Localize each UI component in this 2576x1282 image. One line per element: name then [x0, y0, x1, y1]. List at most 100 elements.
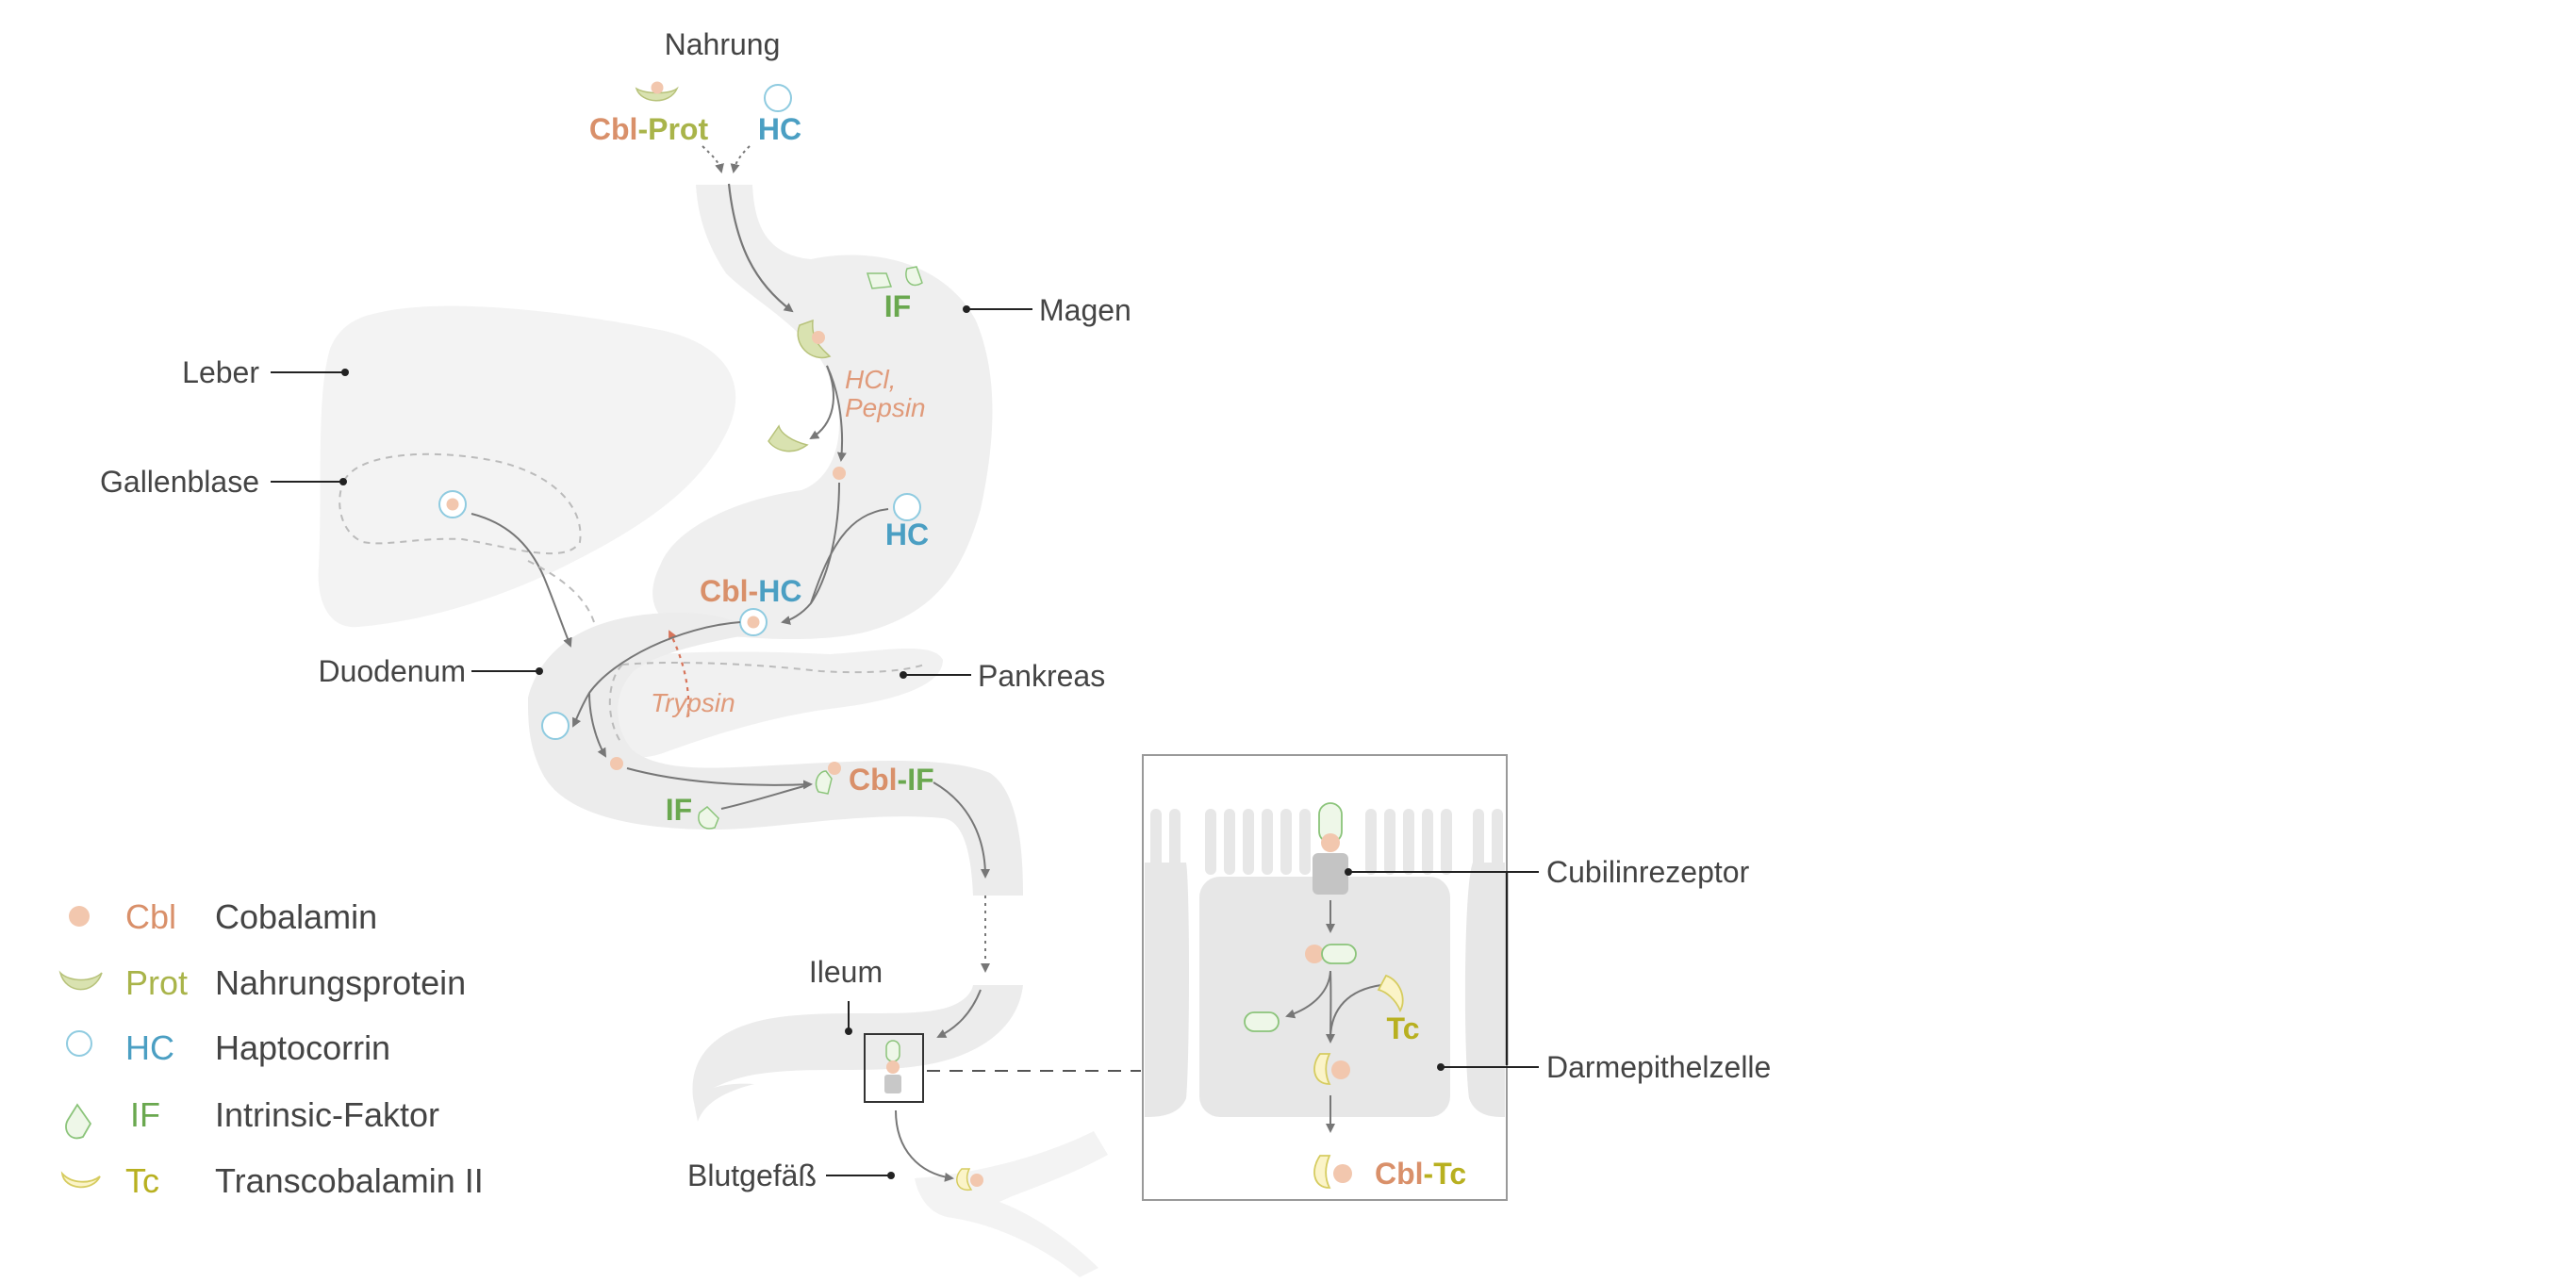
- legend-name: Nahrungsprotein: [215, 963, 466, 1002]
- cbl-tc-blood-icon: [956, 1168, 983, 1192]
- label-hc-top: HC: [758, 112, 801, 146]
- label-cbl-if: Cbl-IF: [849, 763, 934, 797]
- label-nahrung: Nahrung: [665, 27, 781, 61]
- free-cobalamin-icon: [833, 467, 846, 480]
- cbl-tc-cell-icon: [1313, 1053, 1350, 1085]
- legend-item: Cbl Cobalamin: [69, 897, 377, 936]
- arrow-cbl-freed: [588, 692, 607, 758]
- legend-item: Tc Transcobalamin II: [60, 1161, 484, 1200]
- arrow-cbl-to-hc: [781, 482, 840, 625]
- legend-symbol: IF: [130, 1095, 160, 1134]
- label-ileum: Ileum: [809, 955, 883, 989]
- cbl-prot-stomach-icon: [797, 319, 832, 359]
- pancreas-shape: [603, 648, 943, 758]
- legend-symbol: Cbl: [125, 897, 176, 936]
- label-if-stomach: IF: [884, 289, 911, 323]
- label-pankreas: Pankreas: [978, 659, 1105, 693]
- intrinsic-factor-icon: [65, 1103, 92, 1140]
- cbl-hc-gallbladder-icon: [438, 490, 467, 518]
- legend-item: Prot Nahrungsprotein: [58, 963, 466, 1002]
- label-cbl-hc: Cbl-HC: [700, 574, 801, 608]
- pancreatic-duct-outline-2: [608, 664, 623, 746]
- enterocyte-cell: [1199, 877, 1450, 1117]
- arrow-esophagus: [727, 183, 794, 313]
- haptocorrin-circle-icon: [66, 1030, 92, 1057]
- freed-cobalamin-icon: [610, 757, 623, 770]
- blood-vessel-shape: [915, 1131, 1108, 1277]
- free-protein-icon: [768, 424, 809, 452]
- arrow-food-cblprot: [702, 145, 724, 173]
- ileum-shape: [692, 985, 1023, 1098]
- neighbor-cell-left: [1145, 863, 1189, 1117]
- liver-shape: [318, 305, 736, 628]
- label-gallenblase: Gallenblase: [100, 465, 259, 499]
- legend-symbol: Tc: [125, 1161, 159, 1200]
- microvilli: [1150, 809, 1503, 875]
- legend-name: Intrinsic-Faktor: [215, 1095, 439, 1134]
- label-cbl-prot: Cbl-Prot: [589, 112, 709, 146]
- free-if-cell-icon: [1244, 1011, 1280, 1032]
- arrow-cblif-down: [933, 781, 990, 879]
- legend-symbol: HC: [125, 1028, 174, 1067]
- transcobalamin-icon: [60, 1171, 101, 1189]
- label-cbl-tc: Cbl-Tc: [1375, 1157, 1466, 1191]
- pancreatic-duct-outline: [621, 661, 925, 674]
- cbl-tc-released-icon: [1313, 1155, 1352, 1189]
- legend: Cbl Cobalamin Prot Nahrungsprotein HC Ha…: [58, 897, 484, 1200]
- arrow-tc-join: [1329, 984, 1382, 1038]
- label-duodenum: Duodenum: [318, 654, 466, 688]
- arrow-food-hc: [730, 145, 751, 173]
- label-magen: Magen: [1039, 293, 1131, 327]
- label-leber: Leber: [182, 355, 259, 389]
- legend-item: IF Intrinsic-Faktor: [65, 1095, 439, 1140]
- organs: [318, 185, 1108, 1277]
- label-darmepithelzelle: Darmepithelzelle: [1546, 1050, 1771, 1084]
- legend-symbol: Prot: [125, 963, 188, 1002]
- arrow-hc-join: [810, 508, 889, 604]
- arrow-cbl-release: [826, 365, 847, 462]
- legend-name: Transcobalamin II: [215, 1161, 484, 1200]
- cbl-prot-complex-icon: [635, 81, 679, 102]
- arrow-prot-release: [809, 365, 834, 440]
- intestine-shape: [528, 613, 1023, 896]
- legend-name: Haptocorrin: [215, 1028, 390, 1067]
- label-hcl: HCl,: [845, 365, 896, 394]
- arrow-if-join: [720, 783, 812, 810]
- label-cubilinrezeptor: Cubilinrezeptor: [1546, 855, 1750, 889]
- gallbladder-outline: [339, 452, 582, 555]
- cbl-if-internalized-icon: [1305, 944, 1357, 964]
- label-tc-cell: Tc: [1387, 1011, 1420, 1045]
- legend-item: HC Haptocorrin: [66, 1028, 390, 1067]
- intrinsic-factor-duodenum-icon: [698, 806, 719, 830]
- stomach-shape: [652, 185, 993, 640]
- ileum-zoom-box: [864, 1033, 924, 1103]
- cbl-if-complex-icon: [815, 762, 841, 795]
- haptocorrin-duodenum-icon: [541, 712, 570, 740]
- label-blutgefaess: Blutgefäß: [687, 1159, 817, 1192]
- haptocorrin-top-icon: [764, 84, 792, 112]
- intrinsic-factor-stomach-icon: [866, 266, 923, 289]
- label-if-duodenum: IF: [666, 793, 692, 827]
- arrow-to-ileum: [936, 989, 982, 1038]
- tc-cell-icon: [1377, 974, 1404, 1013]
- label-pepsin: Pepsin: [845, 393, 926, 422]
- ileum-lower-loop: [693, 1083, 754, 1122]
- enterocyte-zoom-panel: Tc Cbl-Tc: [1142, 754, 1508, 1201]
- arrow-cbl-to-if: [626, 767, 813, 790]
- neighbor-cell-right: [1464, 863, 1505, 1117]
- arrow-trypsin: [669, 630, 690, 717]
- ileum-receptor-icon: [884, 1040, 901, 1093]
- callouts: Magen Leber Gallenblase Duodenum Pankrea…: [100, 293, 1771, 1192]
- protein-crescent-icon: [58, 970, 103, 991]
- haptocorrin-stomach-icon: [893, 493, 921, 521]
- arrow-hc-released: [572, 621, 741, 728]
- label-hc-stomach: HC: [885, 518, 929, 551]
- cbl-hc-complex-icon: [739, 608, 768, 636]
- legend-name: Cobalamin: [215, 897, 377, 936]
- cubilin-receptor-icon: [1313, 853, 1348, 895]
- label-trypsin: Trypsin: [651, 688, 735, 717]
- cbl-on-receptor-icon: [1321, 833, 1340, 852]
- arrow-bile-to-duodenum: [471, 513, 572, 648]
- cobalamin-dot-icon: [69, 906, 90, 927]
